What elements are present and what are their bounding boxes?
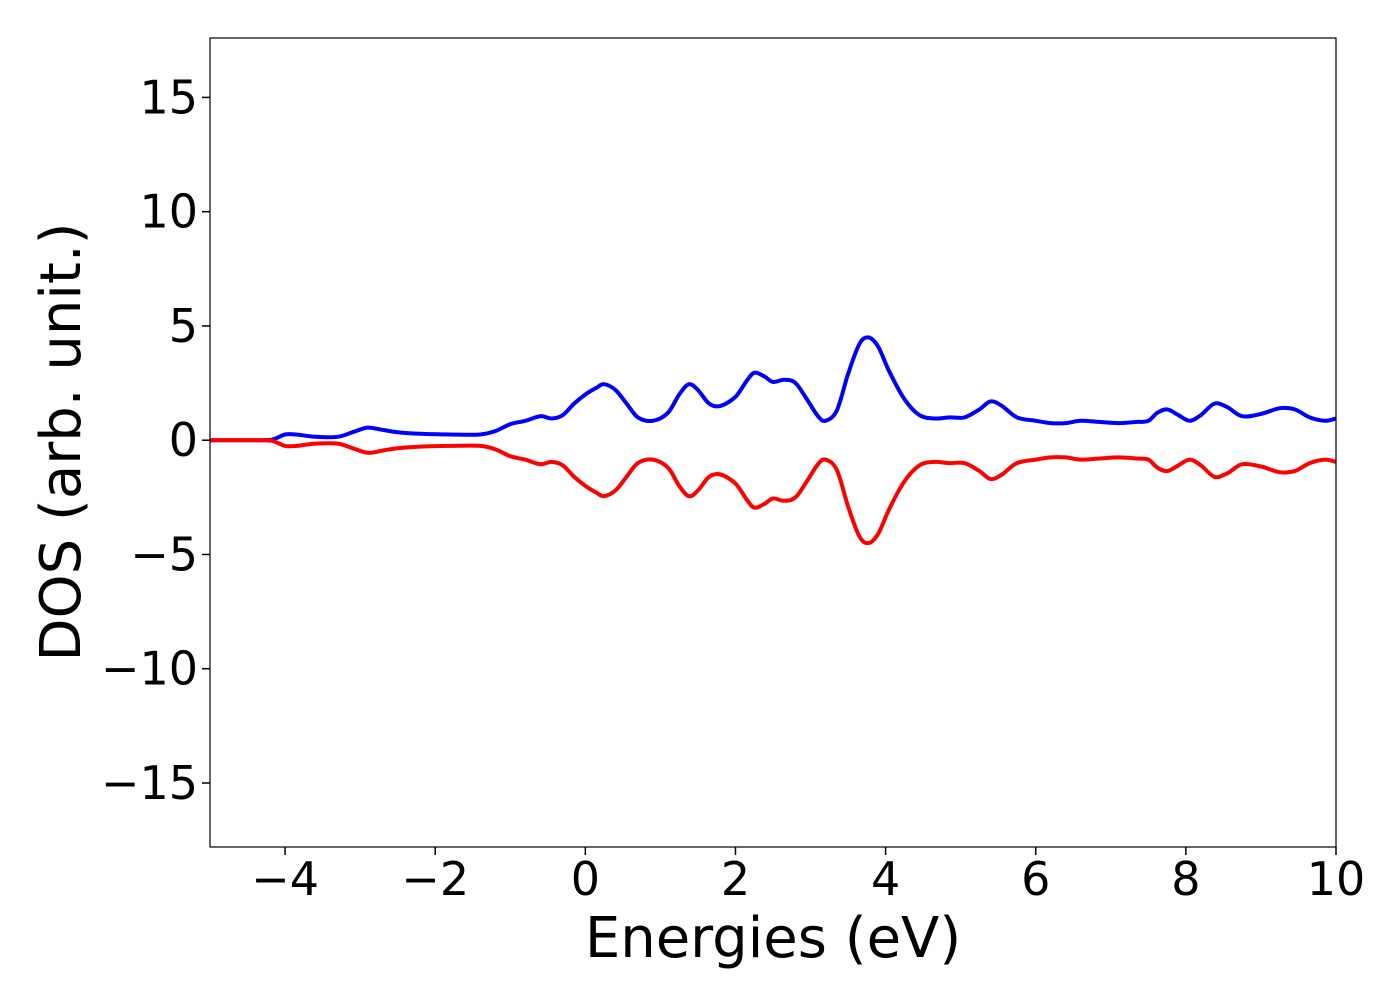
- series-line-1: [210, 335, 1336, 443]
- x-tick-label: −4: [251, 852, 319, 906]
- x-tick-label: 0: [571, 852, 600, 906]
- x-tick-label: −2: [401, 852, 469, 906]
- x-tick-label: 2: [721, 852, 750, 906]
- x-tick-label: 6: [1021, 852, 1050, 906]
- y-tick-label: 0: [169, 413, 198, 467]
- y-tick-label: −5: [130, 527, 198, 581]
- y-tick-label: 5: [169, 299, 198, 353]
- y-tick-label: −15: [101, 756, 198, 810]
- y-axis-label: DOS (arb. unit.): [29, 222, 94, 661]
- series-line-2: [210, 438, 1336, 546]
- x-axis-ticks: −4 −2 0 2 4 6 8 10: [251, 847, 1365, 906]
- x-tick-label: 4: [871, 852, 900, 906]
- series-layer: [210, 335, 1336, 546]
- y-axis-ticks: 15 10 5 0 −5 −10 −15: [101, 70, 210, 810]
- plot-frame: [209, 37, 1337, 848]
- x-tick-label: 10: [1307, 852, 1366, 906]
- y-tick-label: 10: [139, 185, 198, 239]
- y-tick-label: 15: [139, 70, 198, 124]
- x-tick-label: 8: [1171, 852, 1200, 906]
- y-tick-label: −10: [101, 642, 198, 696]
- x-axis-label: Energies (eV): [585, 906, 961, 971]
